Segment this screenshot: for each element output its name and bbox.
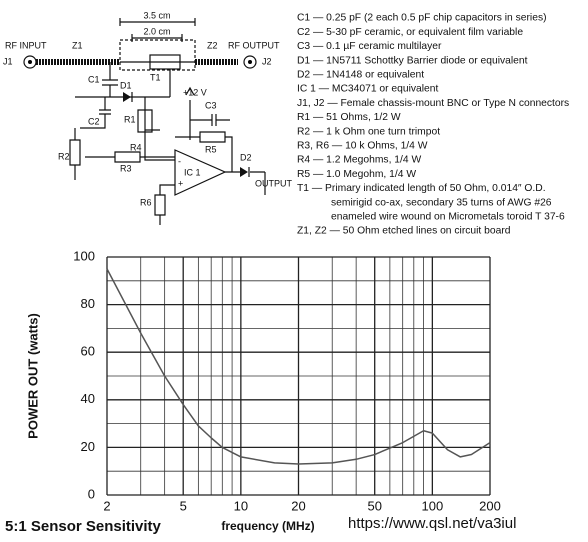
label: T1: [150, 72, 161, 82]
label: C2: [88, 116, 100, 126]
part-line: T1 — Primary indicated length of 50 Ohm,…: [297, 183, 546, 194]
connector: [243, 55, 257, 69]
label: R2: [58, 151, 70, 161]
label: R5: [205, 144, 217, 154]
x-tick-label: 200: [479, 498, 501, 513]
label: R4: [130, 142, 142, 152]
chart: POWER OUT (watts) frequency (MHz) 5:1 Se…: [5, 248, 516, 535]
x-tick-label: 2: [103, 498, 110, 513]
label: R3: [120, 163, 132, 173]
label: Z1: [72, 40, 83, 50]
label: C3: [205, 100, 217, 110]
part-line: IC 1 — MC34071 or equivalent: [297, 84, 439, 95]
label: +: [178, 178, 183, 188]
source: https://www.qsl.net/va3iul: [348, 515, 516, 532]
y-tick-label: 0: [88, 486, 95, 501]
part-line: D2 — 1N4148 or equivalent: [297, 70, 424, 81]
y-tick-label: 40: [81, 391, 95, 406]
label: Z2: [207, 40, 218, 50]
part-line: J1, J2 — Female chassis-mount BNC or Typ…: [297, 98, 569, 109]
label: 2.0 cm: [143, 26, 170, 36]
label: R6: [140, 197, 152, 207]
part-line: R4 — 1.2 Megohms, 1/4 W: [297, 155, 421, 166]
part-line: enameled wire wound on Micrometals toroi…: [331, 212, 565, 223]
y-tick-label: 80: [81, 296, 95, 311]
part-line: R3, R6 — 10 k Ohms, 1/4 W: [297, 141, 428, 152]
label: D1: [120, 80, 132, 90]
connector-pin: [248, 60, 252, 64]
dimension: [119, 18, 196, 42]
chart-title: 5:1 Sensor Sensitivity: [5, 518, 162, 535]
op-amp: [174, 149, 227, 196]
y-axis-label: POWER OUT (watts): [25, 313, 40, 439]
data-line: [106, 268, 491, 465]
part-line: D1 — 1N5711 Schottky Barrier diode or eq…: [297, 55, 528, 66]
label: J1: [3, 56, 13, 66]
part-line: R1 — 51 Ohms, 1/2 W: [297, 112, 401, 123]
y-tick-label: 20: [81, 439, 95, 454]
label: C1: [88, 74, 100, 84]
x-tick-label: 20: [291, 498, 305, 513]
wire: [69, 62, 266, 225]
part-line: C2 — 5-30 pF ceramic, or equivalent film…: [297, 27, 523, 38]
part-line: R5 — 1.0 Megohm, 1/4 W: [297, 169, 416, 180]
part-line: C1 — 0.25 pF (2 each 0.5 pF chip capacit…: [297, 13, 547, 24]
part-line: C3 — 0.1 µF ceramic multilayer: [297, 41, 442, 52]
label: RF INPUT: [5, 40, 47, 50]
coax-outline: [119, 39, 196, 71]
supply-arrow: [185, 86, 195, 96]
connector-pin: [28, 60, 32, 64]
label: -: [178, 156, 181, 166]
label: IC 1: [184, 167, 201, 177]
x-tick-label: 100: [422, 498, 444, 513]
label: RF OUTPUT: [228, 40, 280, 50]
toroid: [149, 54, 181, 70]
x-axis-label: frequency (MHz): [221, 519, 314, 533]
label: J2: [262, 56, 272, 66]
part-line: Z1, Z2 — 50 Ohm etched lines on circuit …: [297, 226, 511, 237]
schematic: RF INPUT J1 Z1 3.5 cm 2.0 cm Z2 RF OUTPU…: [3, 10, 293, 225]
x-tick-label: 5: [180, 498, 187, 513]
label: OUTPUT: [255, 178, 293, 188]
y-tick-label: 100: [73, 248, 95, 263]
x-tick-label: 10: [234, 498, 248, 513]
label: 3.5 cm: [143, 10, 170, 20]
parts-list: C1 — 0.25 pF (2 each 0.5 pF chip capacit…: [297, 13, 569, 237]
y-tick-label: 60: [81, 344, 95, 359]
part-line: R2 — 1 k Ohm one turn trimpot: [297, 126, 440, 137]
label: D2: [240, 152, 252, 162]
x-tick-label: 50: [367, 498, 381, 513]
part-line: semirigid co-ax, secondary 35 turns of A…: [331, 197, 552, 208]
label: +12 V: [183, 87, 207, 97]
label: R1: [124, 114, 136, 124]
